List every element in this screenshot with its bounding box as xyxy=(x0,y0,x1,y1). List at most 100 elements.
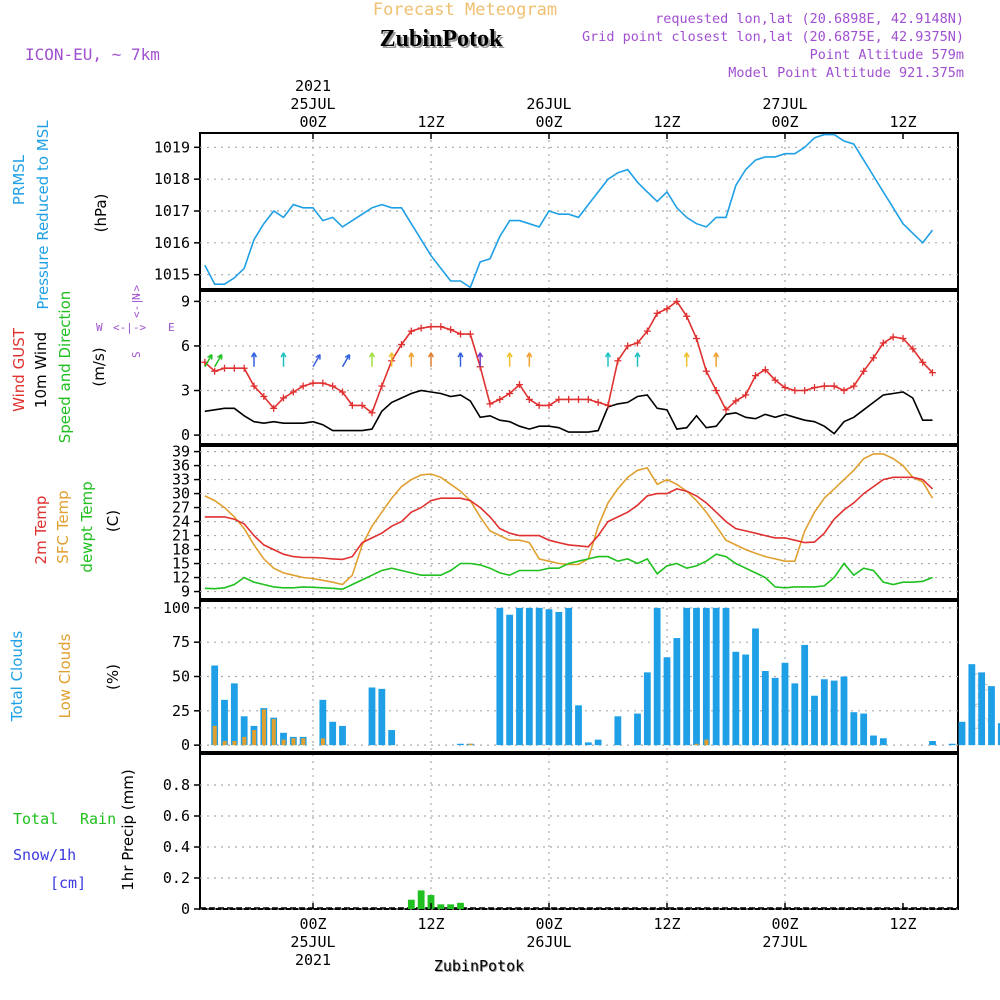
ytick-label: 1019 xyxy=(154,138,190,156)
wind-arrow-head xyxy=(713,352,717,358)
cloud-unit: (%) xyxy=(104,664,122,690)
wind-arrow-head xyxy=(217,353,223,358)
ytick-label: 100 xyxy=(163,599,190,617)
total-cloud-bar xyxy=(791,683,799,746)
total-cloud-bar xyxy=(211,665,219,746)
total-cloud-bar xyxy=(594,739,602,746)
location-shadow: ZubinPotok xyxy=(382,28,505,54)
total-cloud-bar xyxy=(535,607,543,746)
ytick-label: 0.8 xyxy=(163,776,190,794)
precip-bar xyxy=(427,895,435,909)
total-cloud-bar xyxy=(388,730,396,746)
total-cloud-bar xyxy=(988,686,995,746)
bottom-time-label: 27JUL xyxy=(762,933,807,951)
low-cloud-bar xyxy=(301,738,306,746)
wind-arrow-head xyxy=(604,352,609,358)
total-cloud-bar xyxy=(742,654,750,746)
dewpt-line xyxy=(204,553,933,591)
ytick-label: 21 xyxy=(172,527,190,545)
total-cloud-bar xyxy=(673,638,681,746)
low-clouds-label: Low Clouds xyxy=(56,633,74,718)
ytick-label: 0.4 xyxy=(163,838,190,856)
wind-arrow-head xyxy=(457,352,462,358)
low-cloud-bar xyxy=(261,709,266,746)
bottom-time-label: 00Z xyxy=(535,915,562,933)
low-cloud-bar xyxy=(468,743,473,746)
top-time-label: 12Z xyxy=(889,113,916,131)
ytick-label: 15 xyxy=(172,555,190,573)
ytick-label: 24 xyxy=(172,513,190,531)
compass-s: S xyxy=(130,351,143,358)
header-title-top: Forecast Meteogram xyxy=(373,0,557,20)
ytick-label: 75 xyxy=(172,633,190,651)
wind-arrow xyxy=(312,354,321,368)
total-cloud-bar xyxy=(634,713,641,746)
wind-arrow xyxy=(214,354,223,368)
ytick-label: 25 xyxy=(172,702,190,720)
ytick-label: 50 xyxy=(172,668,190,686)
total-cloud-bar xyxy=(948,743,956,746)
total-cloud-bar xyxy=(801,644,809,746)
total-cloud-bar xyxy=(722,607,730,746)
top-time-label: 12Z xyxy=(417,113,444,131)
total-cloud-bar xyxy=(545,609,553,746)
ytick-label: 0 xyxy=(181,900,190,918)
total-cloud-bar xyxy=(732,651,740,746)
ytick-label: 0.6 xyxy=(163,807,190,825)
ytick-label: 1017 xyxy=(154,202,190,220)
low-cloud-bar xyxy=(320,738,325,746)
wind-arrow-head xyxy=(477,352,481,358)
wind-arrow-head xyxy=(344,353,350,358)
temp-ylabels: 2m Temp SFC Temp dewpt Temp (C) xyxy=(32,481,122,572)
ytick-label: 27 xyxy=(172,499,190,517)
total-cloud-bar xyxy=(850,712,858,746)
ytick-label: 9 xyxy=(181,292,190,310)
ytick-label: 1016 xyxy=(154,234,190,252)
total-cloud-bar xyxy=(496,607,504,746)
wind-arrow-head xyxy=(280,352,285,358)
wind-arrow-head xyxy=(683,352,688,358)
ytick-label: 1018 xyxy=(154,170,190,188)
total-cloud-bar xyxy=(516,607,523,746)
wind-arrow-head xyxy=(526,352,530,358)
legend-snow: Snow/1h xyxy=(13,846,76,864)
bottom-time-label: 12Z xyxy=(653,915,680,933)
bottom-time-label: 2021 xyxy=(295,951,331,969)
sfc-temp-line xyxy=(204,453,934,586)
ytick-label: 39 xyxy=(172,443,190,461)
wind-speeddir-label: Speed and Direction xyxy=(56,291,74,444)
wind-arrow-head xyxy=(506,352,511,358)
total-cloud-bar xyxy=(870,735,877,746)
total-cloud-bar xyxy=(584,742,592,746)
model-altitude: Model Point Altitude 921.375m xyxy=(728,65,964,81)
requested-coords: requested lon,lat (20.6898E, 42.9148N) xyxy=(655,11,964,27)
wind-arrow-head xyxy=(408,352,412,358)
ytick-label: 0.2 xyxy=(163,869,190,887)
point-altitude: Point Altitude 579m xyxy=(810,47,964,63)
total-cloud-bar xyxy=(702,607,710,746)
total-cloud-bar xyxy=(752,628,759,746)
total-cloud-bar xyxy=(457,743,464,746)
wind-arrow-head xyxy=(427,352,432,358)
bottom-time-label: 00Z xyxy=(299,915,326,933)
top-time-label: 26JUL xyxy=(526,95,571,113)
total-cloud-bar xyxy=(820,679,828,746)
ytick-label: 3 xyxy=(181,382,190,400)
total-cloud-bar xyxy=(781,662,789,746)
wind-arrow xyxy=(204,354,213,368)
low-cloud-bar xyxy=(242,736,247,746)
wind-arrow-head xyxy=(207,353,213,358)
total-cloud-bar xyxy=(958,721,966,746)
wind-arrow-head xyxy=(388,352,393,358)
pressure-unit: (hPa) xyxy=(92,194,110,233)
model-label: ICON-EU, ~ 7km xyxy=(25,45,160,64)
total-cloud-bar xyxy=(221,699,228,746)
low-cloud-bar xyxy=(704,739,709,746)
temp-dewpt-label: dewpt Temp xyxy=(78,481,96,572)
total-cloud-bar xyxy=(506,614,514,746)
temp-2m-label: 2m Temp xyxy=(32,496,50,565)
pressure-ylabels: PRMSL Pressure Reduced to MSL (hPa) xyxy=(10,120,110,310)
precip-bar xyxy=(447,904,455,909)
bottom-time-label: 00Z xyxy=(771,915,798,933)
